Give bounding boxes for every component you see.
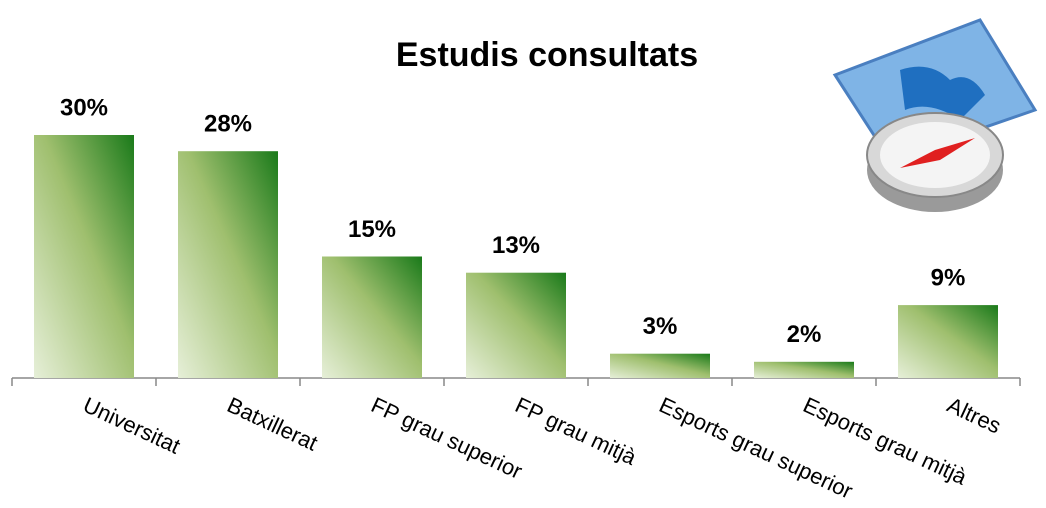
x-tick-label: Altres (943, 392, 1005, 438)
bar (610, 353, 710, 378)
value-label: 2% (787, 321, 822, 348)
bar (898, 305, 998, 378)
compass-icon (832, 18, 1038, 212)
x-tick-label: FP grau superior (367, 392, 526, 484)
bar (466, 272, 566, 378)
x-tick-label: Universitat (79, 392, 184, 459)
bar (754, 361, 854, 378)
value-label: 13% (492, 232, 540, 259)
value-label: 3% (643, 313, 678, 340)
bar (34, 135, 134, 378)
x-tick-label: Batxillerat (223, 392, 321, 455)
value-label: 28% (204, 111, 252, 138)
value-label: 15% (348, 216, 396, 243)
bar (322, 256, 422, 378)
value-label: 30% (60, 94, 108, 121)
value-label: 9% (931, 264, 966, 291)
chart-title: Estudis consultats (396, 36, 698, 74)
x-tick-label: FP grau mitjà (511, 392, 640, 470)
bar (178, 151, 278, 378)
